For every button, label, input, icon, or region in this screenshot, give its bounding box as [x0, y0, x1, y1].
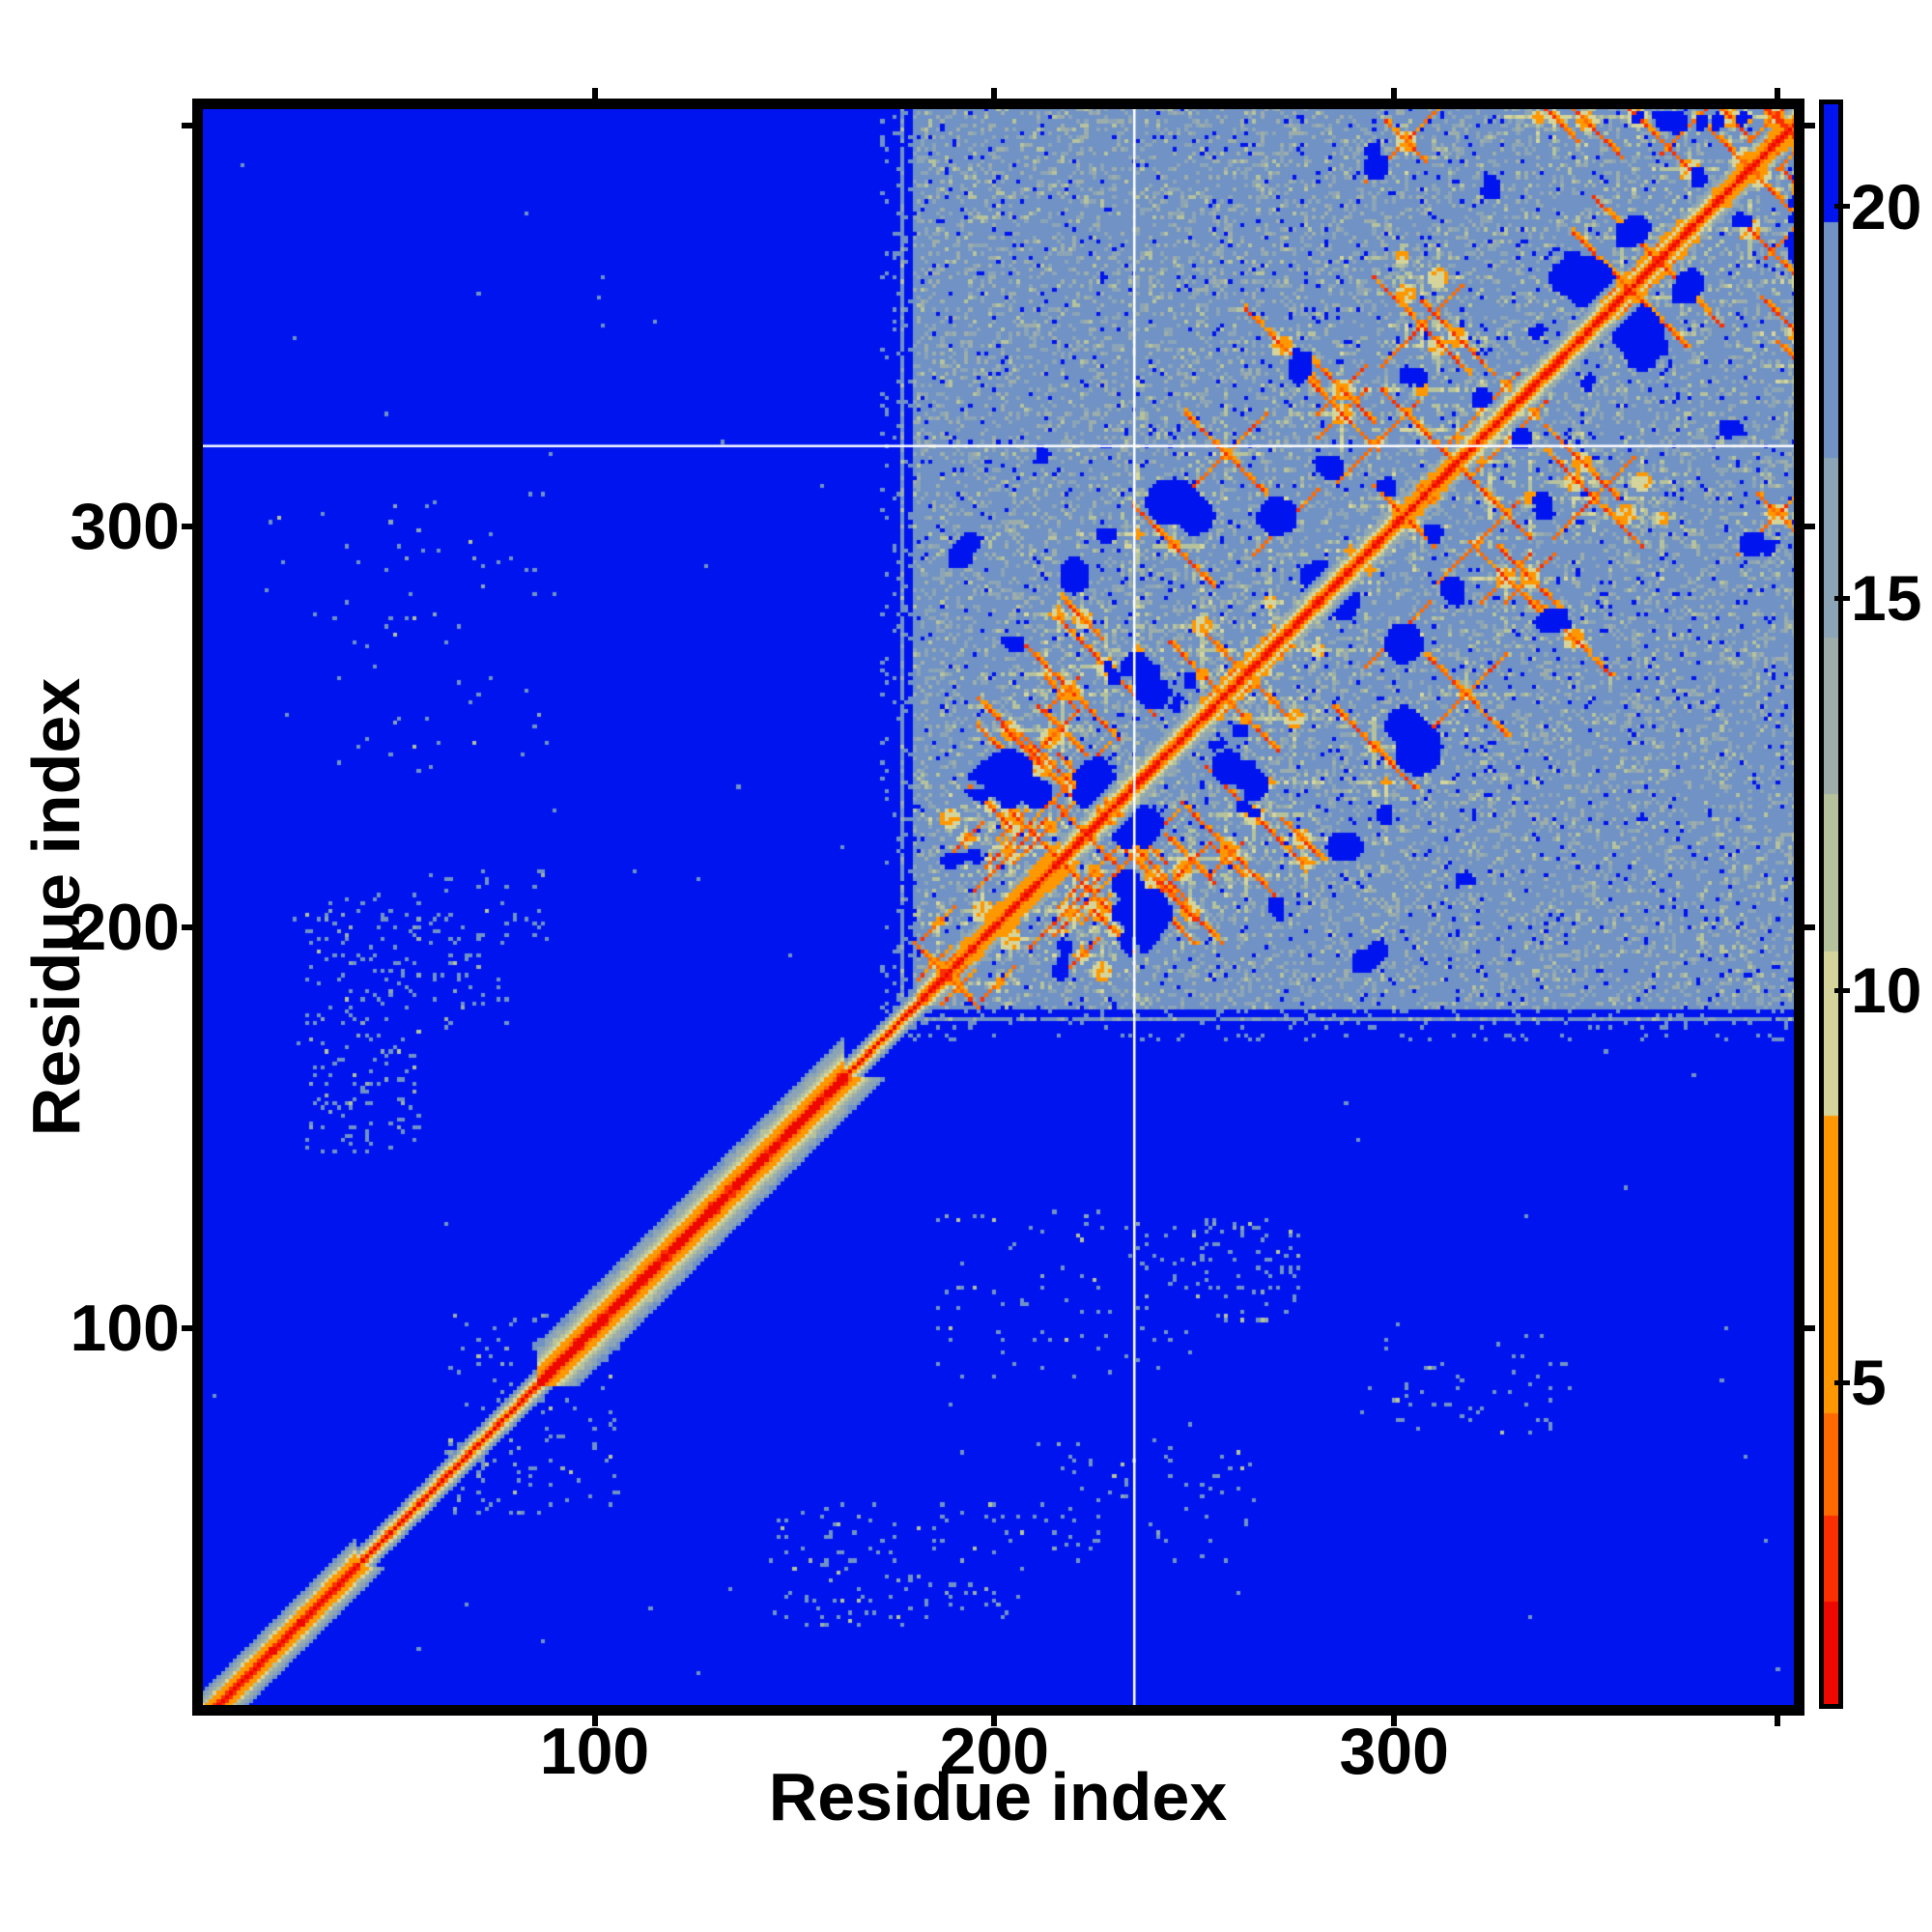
x-tick-top — [1775, 88, 1781, 99]
y-tick-label: 100 — [70, 1291, 180, 1365]
x-tick-top — [1391, 88, 1398, 99]
x-tick-label: 100 — [539, 1715, 650, 1788]
x-tick — [1391, 1715, 1398, 1726]
x-axis-label: Residue index — [768, 1759, 1228, 1834]
y-tick-right — [1804, 1324, 1815, 1331]
colorbar-gradient — [1824, 104, 1838, 1704]
colorbar-tick-label: 10 — [1851, 954, 1922, 1027]
x-tick-label: 200 — [939, 1715, 1050, 1788]
y-tick-label: 200 — [70, 890, 180, 964]
colorbar-tick-label: 5 — [1851, 1347, 1887, 1419]
colorbar — [1819, 99, 1843, 1709]
x-tick-top — [991, 88, 998, 99]
y-tick-right — [1804, 122, 1815, 128]
heatmap-canvas — [203, 109, 1794, 1705]
colorbar-tick — [1834, 987, 1850, 993]
x-tick — [1775, 1715, 1781, 1726]
x-tick-label: 300 — [1339, 1715, 1449, 1788]
colorbar-tick — [1834, 595, 1850, 601]
plot-frame — [192, 99, 1804, 1716]
y-axis-label: Residue index — [18, 677, 94, 1137]
colorbar-tick — [1834, 204, 1850, 210]
x-tick — [991, 1715, 998, 1726]
y-tick-label: 300 — [70, 489, 180, 563]
x-tick — [591, 1715, 598, 1726]
colorbar-tick — [1834, 1379, 1850, 1385]
y-tick — [182, 122, 193, 128]
x-tick-top — [591, 88, 598, 99]
y-tick — [182, 1324, 193, 1331]
colorbar-tick-label: 20 — [1851, 170, 1922, 242]
colorbar-tick-label: 15 — [1851, 562, 1922, 635]
y-tick — [182, 923, 193, 930]
y-tick-right — [1804, 923, 1815, 930]
y-tick-right — [1804, 523, 1815, 529]
y-tick — [182, 523, 193, 529]
